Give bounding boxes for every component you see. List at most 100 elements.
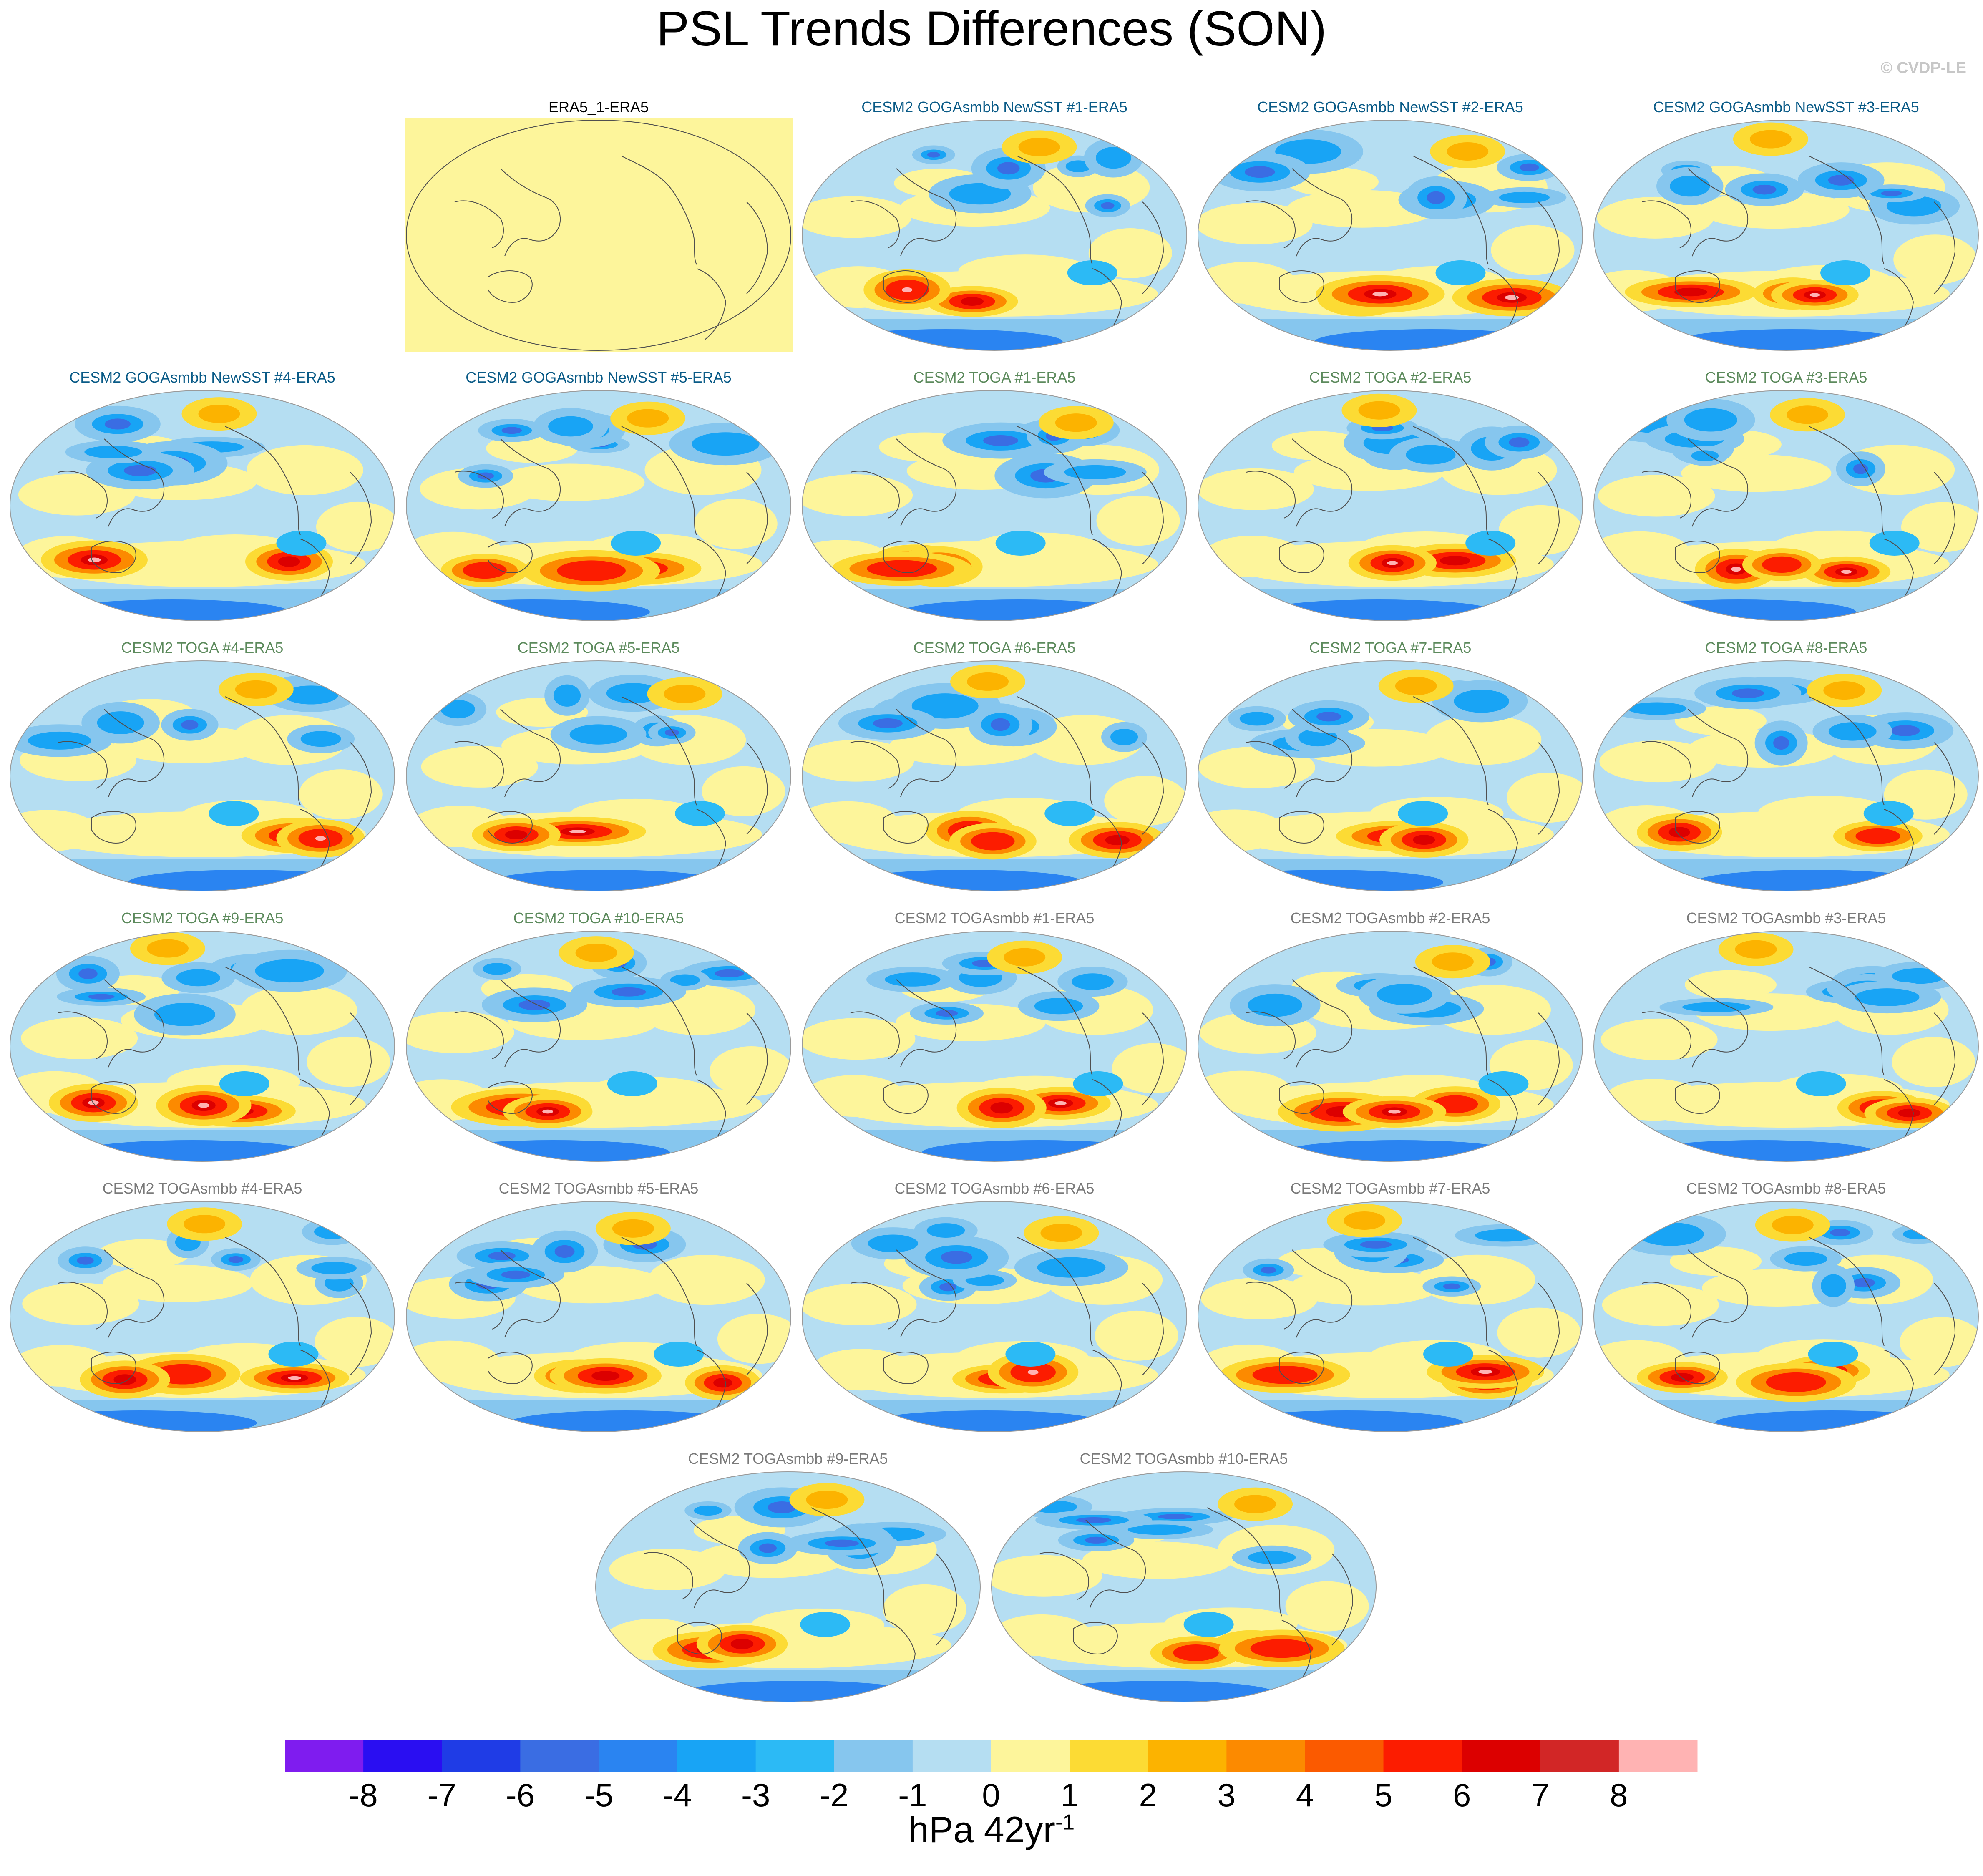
map-panel: CESM2 TOGAsmbb #8-ERA5 <box>1592 1178 1980 1433</box>
psl-trend-map <box>406 660 791 891</box>
colorbar-tick-label: -2 <box>820 1777 849 1813</box>
colorbar-tick-label: -7 <box>427 1777 456 1813</box>
map-panel: CESM2 GOGAsmbb NewSST #1-ERA5 <box>800 97 1188 351</box>
psl-trend-map <box>406 390 791 621</box>
colorbar-swatch <box>912 1740 992 1772</box>
colorbar-tick-label: 2 <box>1139 1777 1157 1813</box>
colorbar-tick-label: 8 <box>1610 1777 1628 1813</box>
colorbar-units: hPa 42yr-1 <box>908 1809 1075 1850</box>
panel-title: CESM2 TOGAsmbb #1-ERA5 <box>894 909 1095 927</box>
psl-trend-map <box>991 1471 1377 1702</box>
panel-title: CESM2 TOGA #4-ERA5 <box>121 639 284 656</box>
colorbar-swatch <box>1070 1740 1148 1772</box>
colorbar-tick-label: 7 <box>1531 1777 1550 1813</box>
map-panel: CESM2 TOGAsmbb #9-ERA5 <box>594 1448 982 1703</box>
psl-trend-map <box>1593 120 1979 351</box>
psl-trend-map <box>406 931 791 1162</box>
map-panel: CESM2 GOGAsmbb NewSST #4-ERA5 <box>8 367 396 622</box>
psl-trend-map <box>802 1201 1187 1432</box>
panel-title: CESM2 TOGAsmbb #8-ERA5 <box>1686 1180 1886 1197</box>
panel-title: CESM2 TOGAsmbb #9-ERA5 <box>688 1450 888 1467</box>
panel-title: CESM2 TOGAsmbb #5-ERA5 <box>498 1180 699 1197</box>
psl-trend-map <box>1198 390 1583 621</box>
colorbar-swatch <box>1618 1740 1698 1772</box>
psl-trend-map <box>1593 931 1979 1162</box>
psl-trend-map <box>595 1471 981 1702</box>
colorbar-swatch <box>755 1740 835 1772</box>
panel-title: CESM2 TOGAsmbb #4-ERA5 <box>102 1180 302 1197</box>
panel-title: CESM2 TOGA #7-ERA5 <box>1309 639 1472 656</box>
panel-title: CESM2 TOGA #5-ERA5 <box>517 639 680 656</box>
map-panel: CESM2 TOGAsmbb #10-ERA5 <box>990 1448 1378 1703</box>
colorbar-tick-label: -1 <box>898 1777 927 1813</box>
panel-title: CESM2 TOGA #6-ERA5 <box>913 639 1076 656</box>
colorbar-tick-label: 6 <box>1452 1777 1471 1813</box>
psl-trend-map <box>406 1201 791 1432</box>
map-panel: CESM2 GOGAsmbb NewSST #3-ERA5 <box>1592 97 1980 351</box>
panel-title: CESM2 GOGAsmbb NewSST #3-ERA5 <box>1653 98 1919 116</box>
colorbar-swatch <box>1540 1740 1619 1772</box>
colorbar-tick-label: 1 <box>1060 1777 1079 1813</box>
colorbar-swatch <box>991 1740 1070 1772</box>
psl-trend-map <box>802 660 1187 891</box>
map-panel: CESM2 TOGA #9-ERA5 <box>8 908 396 1162</box>
psl-trend-map <box>1593 1201 1979 1432</box>
map-panel: CESM2 TOGAsmbb #2-ERA5 <box>1196 908 1584 1162</box>
colorbar-swatch <box>677 1740 756 1772</box>
map-panel: CESM2 TOGAsmbb #1-ERA5 <box>800 908 1188 1162</box>
map-panel: CESM2 TOGAsmbb #3-ERA5 <box>1592 908 1980 1162</box>
panel-title: CESM2 TOGA #3-ERA5 <box>1705 369 1867 386</box>
colorbar-swatch <box>285 1740 364 1772</box>
map-panel: CESM2 TOGA #3-ERA5 <box>1592 367 1980 622</box>
panel-title: CESM2 TOGA #2-ERA5 <box>1309 369 1472 386</box>
colorbar-tick-label: -5 <box>584 1777 614 1813</box>
map-panel: CESM2 TOGA #4-ERA5 <box>8 637 396 892</box>
map-panel: CESM2 GOGAsmbb NewSST #2-ERA5 <box>1196 97 1584 351</box>
figure-title: PSL Trends Differences (SON) <box>656 1 1327 56</box>
psl-trend-map <box>1198 120 1583 351</box>
map-panel: CESM2 TOGAsmbb #5-ERA5 <box>405 1178 793 1433</box>
panel-title: CESM2 TOGAsmbb #2-ERA5 <box>1290 909 1490 927</box>
colorbar-tick-label: 4 <box>1296 1777 1314 1813</box>
colorbar-swatch <box>520 1740 599 1772</box>
map-panel: CESM2 TOGAsmbb #4-ERA5 <box>8 1178 396 1433</box>
psl-trend-map <box>1198 931 1583 1162</box>
colorbar-tick-label: -3 <box>741 1777 770 1813</box>
psl-trend-map <box>10 660 395 891</box>
psl-trend-map <box>10 931 395 1162</box>
map-panel: CESM2 TOGA #7-ERA5 <box>1196 637 1584 892</box>
map-panel: CESM2 TOGA #8-ERA5 <box>1592 637 1980 892</box>
colorbar-tick-label: -8 <box>349 1777 378 1813</box>
map-panel: CESM2 TOGA #2-ERA5 <box>1196 367 1584 622</box>
colorbar-tick-label: 3 <box>1217 1777 1236 1813</box>
psl-trend-map <box>1198 660 1583 891</box>
map-panel: ERA5_1-ERA5 <box>405 97 793 352</box>
panel-title: CESM2 TOGA #8-ERA5 <box>1705 639 1867 656</box>
colorbar-tick-label: -4 <box>662 1777 692 1813</box>
panel-title: CESM2 TOGA #10-ERA5 <box>513 909 684 927</box>
panel-title: CESM2 GOGAsmbb NewSST #5-ERA5 <box>466 369 732 386</box>
colorbar-swatch <box>834 1740 913 1772</box>
map-panel: CESM2 TOGAsmbb #6-ERA5 <box>800 1178 1188 1433</box>
psl-trend-map <box>1198 1201 1583 1432</box>
panel-title: CESM2 TOGAsmbb #10-ERA5 <box>1080 1450 1288 1467</box>
psl-trend-map <box>10 390 395 621</box>
psl-trend-map <box>10 1201 395 1432</box>
panel-title: CESM2 GOGAsmbb NewSST #1-ERA5 <box>861 98 1127 116</box>
map-panel: CESM2 TOGA #5-ERA5 <box>405 637 793 892</box>
colorbar-tick-label: 5 <box>1374 1777 1393 1813</box>
panel-title: CESM2 TOGAsmbb #3-ERA5 <box>1686 909 1886 927</box>
panel-title: CESM2 TOGA #1-ERA5 <box>913 369 1076 386</box>
panel-title: ERA5_1-ERA5 <box>548 98 649 116</box>
map-panel: CESM2 TOGA #6-ERA5 <box>800 637 1188 892</box>
panel-title: CESM2 GOGAsmbb NewSST #4-ERA5 <box>69 369 335 386</box>
map-panel: CESM2 TOGAsmbb #7-ERA5 <box>1196 1178 1584 1433</box>
panel-title: CESM2 TOGA #9-ERA5 <box>121 909 284 927</box>
panel-title: CESM2 TOGAsmbb #6-ERA5 <box>894 1180 1095 1197</box>
colorbar-swatch <box>1148 1740 1227 1772</box>
colorbar-swatch <box>442 1740 521 1772</box>
map-panel: CESM2 TOGA #10-ERA5 <box>405 908 793 1162</box>
colorbar-tick-label: -6 <box>506 1777 535 1813</box>
psl-trend-map <box>405 118 793 352</box>
psl-trend-map <box>802 390 1187 621</box>
